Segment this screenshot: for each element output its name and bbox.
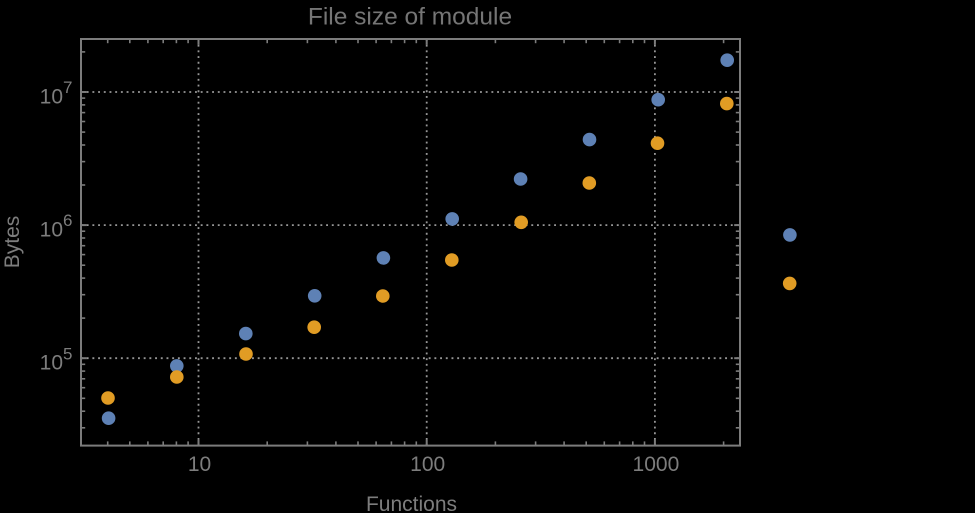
svg-text:100: 100: [410, 453, 445, 476]
svg-text:Functions: Functions: [366, 493, 457, 513]
svg-text:1000: 1000: [633, 453, 680, 476]
svg-text:105: 105: [40, 344, 73, 374]
svg-text:107: 107: [40, 78, 73, 108]
svg-text:10: 10: [188, 453, 211, 476]
svg-text:Bytes: Bytes: [1, 216, 24, 269]
svg-text:File size of module: File size of module: [308, 3, 512, 30]
svg-text:106: 106: [40, 211, 73, 241]
